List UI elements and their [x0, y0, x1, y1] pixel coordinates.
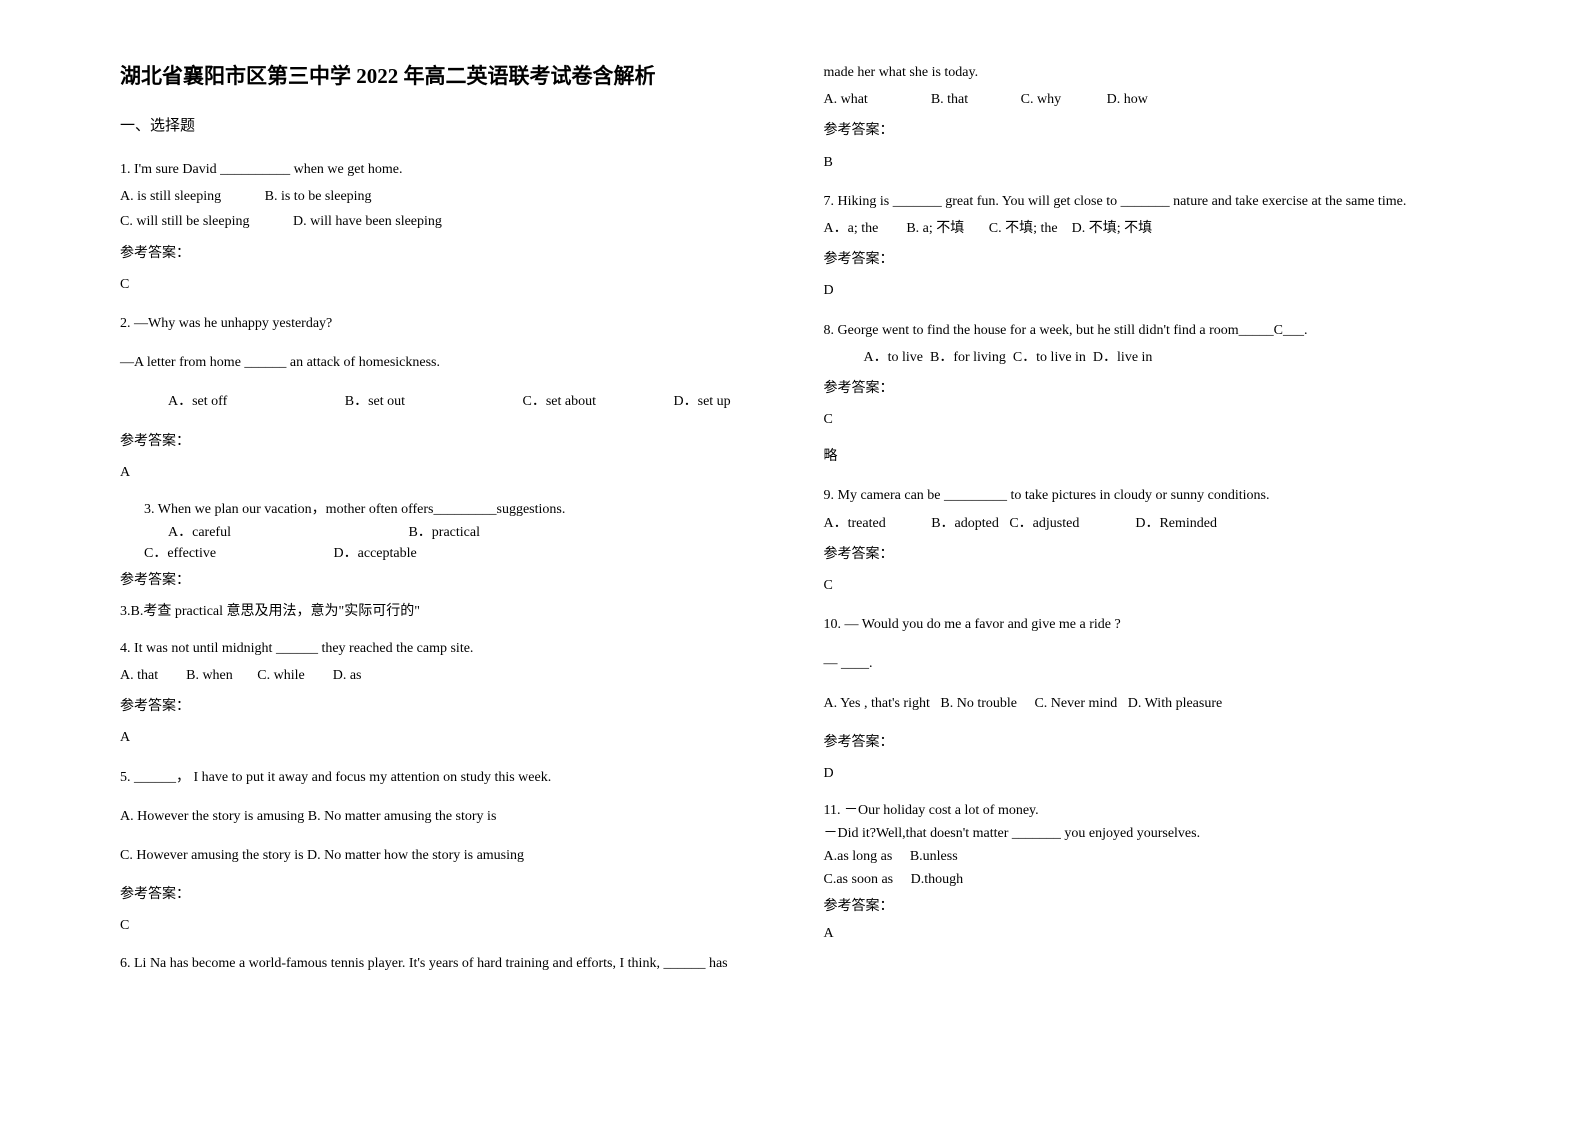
q5-answer: C — [120, 913, 784, 938]
question-4: 4. It was not until midnight ______ they… — [120, 636, 784, 751]
q2-opt-d: D．set up — [650, 389, 731, 414]
q5-answer-label: 参考答案： — [120, 882, 784, 907]
q3-opt-b: B．practical — [384, 522, 480, 543]
q6-text: 6. Li Na has become a world-famous tenni… — [120, 953, 784, 974]
q5-opts-line1: A. However the story is amusing B. No ma… — [120, 804, 784, 829]
q3-answer: 3.B.考查 practical 意思及用法，意为"实际可行的" — [120, 601, 784, 622]
q11-opts-a: A.as long as B.unless — [824, 846, 1488, 867]
q1-opt-b: B. is to be sleeping — [265, 184, 372, 209]
q1-opt-a: A. is still sleeping — [120, 184, 221, 209]
q8-extra: 略 — [824, 444, 1488, 469]
question-7: 7. Hiking is _______ great fun. You will… — [824, 189, 1488, 304]
q6-options: A. what B. that C. why D. how — [824, 87, 1488, 112]
q9-options: A．treated B．adopted C．adjusted D．Reminde… — [824, 511, 1488, 536]
q7-answer-label: 参考答案： — [824, 247, 1488, 272]
question-6-cont: made her what she is today. A. what B. t… — [824, 60, 1488, 175]
q8-answer-label: 参考答案： — [824, 376, 1488, 401]
q1-text: 1. I'm sure David __________ when we get… — [120, 157, 784, 182]
q3-text: 3. When we plan our vacation，mother ofte… — [120, 499, 784, 520]
q11-opts-b: C.as soon as D.though — [824, 869, 1488, 890]
question-9: 9. My camera can be _________ to take pi… — [824, 483, 1488, 598]
q1-options: A. is still sleeping B. is to be sleepin… — [120, 184, 784, 234]
q1-opt-c: C. will still be sleeping — [120, 209, 250, 234]
q3-opt-a: A．careful — [144, 522, 231, 543]
question-10: 10. — Would you do me a favor and give m… — [824, 612, 1488, 786]
page-title: 湖北省襄阳市区第三中学 2022 年高二英语联考试卷含解析 — [120, 60, 784, 90]
question-1: 1. I'm sure David __________ when we get… — [120, 157, 784, 297]
question-8: 8. George went to find the house for a w… — [824, 318, 1488, 470]
q9-answer: C — [824, 573, 1488, 598]
q1-opt-d: D. will have been sleeping — [293, 209, 442, 234]
q3-answer-label: 参考答案： — [120, 570, 784, 591]
q2-opt-c: C．set about — [499, 389, 597, 414]
q1-answer-label: 参考答案： — [120, 241, 784, 266]
q7-text: 7. Hiking is _______ great fun. You will… — [824, 189, 1488, 214]
q9-text: 9. My camera can be _________ to take pi… — [824, 483, 1488, 508]
q6-cont: made her what she is today. — [824, 60, 1488, 85]
q3-opt-c: C．effective — [120, 543, 216, 564]
q2-line2: —A letter from home ______ an attack of … — [120, 350, 784, 375]
q10-line1: 10. — Would you do me a favor and give m… — [824, 612, 1488, 637]
q8-options: A．to live B．for living C．to live in D．li… — [824, 345, 1488, 370]
q4-answer-label: 参考答案： — [120, 694, 784, 719]
section-header: 一、选择题 — [120, 114, 784, 135]
q10-answer-label: 参考答案： — [824, 730, 1488, 755]
q10-answer: D — [824, 761, 1488, 786]
q2-opt-b: B．set out — [321, 389, 405, 414]
q10-options: A. Yes , that's right B. No trouble C. N… — [824, 691, 1488, 716]
q8-text: 8. George went to find the house for a w… — [824, 318, 1488, 343]
q9-answer-label: 参考答案： — [824, 542, 1488, 567]
question-2: 2. —Why was he unhappy yesterday? —A let… — [120, 311, 784, 485]
q2-opt-a: A．set off — [144, 389, 227, 414]
question-11: 11. －Our holiday cost a lot of money. －D… — [824, 800, 1488, 944]
q7-options: A．a; the B. a; 不填 C. 不填; the D. 不填; 不填 — [824, 216, 1488, 241]
q11-answer: A — [824, 923, 1488, 944]
q7-answer: D — [824, 278, 1488, 303]
q11-answer-label: 参考答案： — [824, 896, 1488, 917]
q2-answer-label: 参考答案： — [120, 429, 784, 454]
q3-opt-d: D．acceptable — [310, 543, 417, 564]
q10-line2: — ____. — [824, 651, 1488, 676]
q2-answer: A — [120, 460, 784, 485]
q4-answer: A — [120, 725, 784, 750]
question-5: 5. ______， I have to put it away and foc… — [120, 765, 784, 939]
q1-answer: C — [120, 272, 784, 297]
q3-options: A．careful B．practical C．effective D．acce… — [120, 522, 784, 564]
q8-answer: C — [824, 407, 1488, 432]
q11-line2: －Did it?Well,that doesn't matter _______… — [824, 823, 1488, 844]
q6-answer: B — [824, 150, 1488, 175]
q4-options: A. that B. when C. while D. as — [120, 663, 784, 688]
question-3: 3. When we plan our vacation，mother ofte… — [120, 499, 784, 622]
q11-line1: 11. －Our holiday cost a lot of money. — [824, 800, 1488, 821]
q6-answer-label: 参考答案： — [824, 118, 1488, 143]
question-6-start: 6. Li Na has become a world-famous tenni… — [120, 953, 784, 974]
q5-opts-line2: C. However amusing the story is D. No ma… — [120, 843, 784, 868]
q4-text: 4. It was not until midnight ______ they… — [120, 636, 784, 661]
q5-text: 5. ______， I have to put it away and foc… — [120, 765, 784, 790]
q2-options: A．set off B．set out C．set about D．set up — [120, 389, 784, 414]
q2-line1: 2. —Why was he unhappy yesterday? — [120, 311, 784, 336]
